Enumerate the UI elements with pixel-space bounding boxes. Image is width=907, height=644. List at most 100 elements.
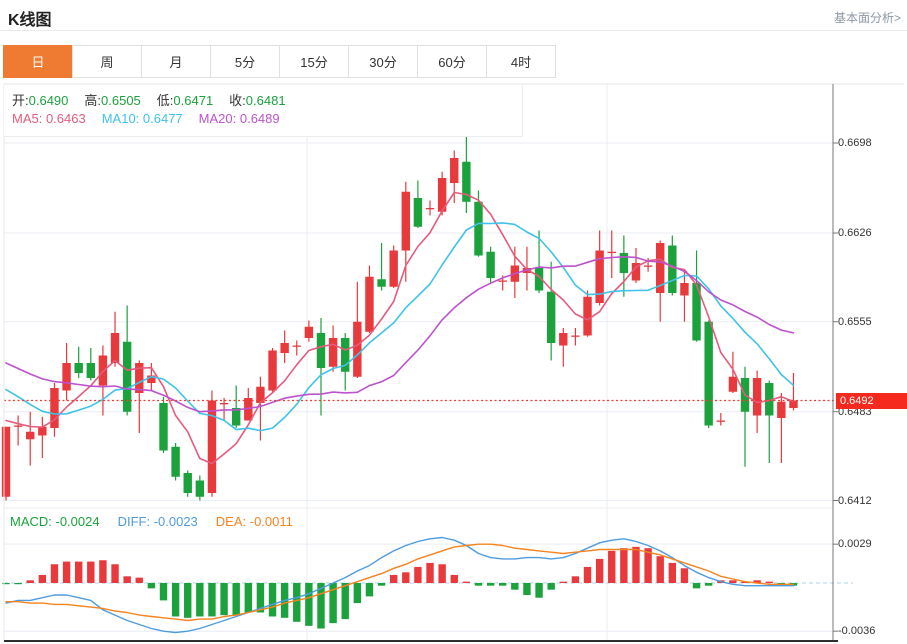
macd-bar [232, 583, 240, 616]
macd-bar [547, 583, 555, 590]
macd-bar [511, 583, 519, 590]
macd-bar [632, 546, 640, 583]
macd-bar [523, 583, 531, 596]
candle-body [559, 333, 568, 346]
ma20-line [5, 255, 795, 413]
candle-body [401, 191, 410, 251]
macd-bar [268, 583, 277, 617]
candle-body [304, 326, 314, 338]
candle-body [631, 263, 641, 281]
candle-body [195, 480, 205, 497]
candle-body [13, 425, 23, 427]
macd-bar [26, 580, 34, 583]
candle-body [474, 201, 483, 256]
candle-body [413, 198, 423, 227]
candle-body [1, 426, 11, 497]
macd-bar [159, 583, 168, 601]
candle-body [668, 245, 677, 293]
ohlc-item: 高:0.6505 [84, 93, 141, 108]
tab-4hour[interactable]: 4时 [486, 45, 556, 78]
macd-bar [305, 583, 313, 626]
macd-bar [2, 583, 10, 585]
candle-body [38, 426, 47, 436]
macd-bar [74, 561, 83, 583]
candle-body [122, 341, 132, 412]
candle-body [752, 378, 762, 416]
y-axis-label: 0.6698 [838, 137, 872, 149]
candle-body [704, 321, 713, 426]
candle-body [643, 265, 653, 267]
macd-bar [571, 576, 580, 583]
macd-bar [353, 583, 362, 604]
y-axis-label: 0.0029 [838, 538, 872, 551]
macd-bar [293, 583, 301, 622]
macd-bar [680, 568, 689, 583]
macd-item: DIFF: -0.0023 [117, 514, 198, 529]
candle-body [534, 268, 544, 291]
macd-bar [765, 581, 773, 583]
candle-body [256, 386, 265, 403]
candle-body [571, 335, 580, 337]
candle-body [268, 350, 277, 391]
tab-week[interactable]: 周 [72, 45, 142, 78]
macd-bar [14, 583, 22, 585]
macd-bar [474, 583, 483, 586]
candle-body [389, 250, 398, 287]
ohlc-item: 开:0.6490 [12, 93, 69, 108]
macd-bar [50, 564, 59, 583]
macd-bar [208, 583, 216, 617]
macd-bar [123, 576, 131, 583]
macd-bar [559, 581, 567, 583]
ma-item: MA10: 0.6477 [101, 111, 183, 126]
candle-body [135, 363, 144, 393]
candle-body [341, 338, 350, 372]
macd-bar [220, 583, 228, 616]
macd-bar [389, 574, 398, 583]
period-tab-bar: 日周月 5分 15分 30分 60分 4时 [3, 45, 556, 78]
ma10-line [5, 222, 795, 432]
page-title: K线图 [8, 12, 52, 29]
macd-bar [87, 561, 95, 583]
candle-body [462, 161, 471, 202]
tab-day[interactable]: 日 [3, 45, 73, 78]
ohlc-readout: 开:0.6490 高:0.6505 低:0.6471 收:0.6481 [12, 90, 302, 109]
tab-30min[interactable]: 30分 [348, 45, 418, 78]
fundamental-analysis-link[interactable]: 基本面分析> [833, 11, 901, 25]
macd-bar [668, 562, 677, 583]
macd-bar [365, 583, 374, 597]
tab-15min[interactable]: 15分 [279, 45, 349, 78]
ma-item: MA5: 0.6463 [12, 111, 86, 126]
y-axis-label: 0.6483 [838, 405, 872, 418]
tab-5min[interactable]: 5分 [210, 45, 280, 78]
macd-bar [535, 583, 543, 598]
macd-bar [583, 566, 592, 583]
macd-bar [499, 583, 507, 586]
candle-body [728, 376, 738, 392]
tab-month[interactable]: 月 [141, 45, 211, 78]
macd-bar [111, 564, 119, 583]
macd-bar [753, 580, 761, 583]
dea-line [5, 543, 795, 622]
macd-bar [620, 548, 628, 583]
macd-bar [595, 558, 604, 583]
tab-60min[interactable]: 60分 [417, 45, 487, 78]
y-axis-label: 0.6626 [838, 227, 872, 239]
ohlc-item: 收:0.6481 [229, 93, 286, 108]
current-price-badge: 0.6492 [836, 392, 907, 409]
ohlc-info-box: 开:0.6490 高:0.6505 低:0.6471 收:0.6481 MA5: 0.… [4, 85, 523, 137]
candle-body [607, 251, 616, 254]
macd-bar [438, 564, 446, 583]
macd-bar [704, 583, 713, 586]
candle-body [110, 333, 120, 363]
candle-body [231, 408, 241, 426]
candle-body [716, 420, 725, 422]
macd-readout: MACD: -0.0024 DIFF: -0.0023 DEA: -0.0011 [10, 514, 311, 529]
candle-body [450, 158, 459, 183]
candle-body [62, 363, 71, 391]
candle-body [692, 283, 701, 341]
macd-bar [414, 566, 422, 583]
candle-body [546, 291, 556, 343]
ma-readout: MA5: 0.6463 MA10: 0.6477 MA20: 0.6489 [12, 111, 296, 126]
candle-body [765, 383, 774, 416]
